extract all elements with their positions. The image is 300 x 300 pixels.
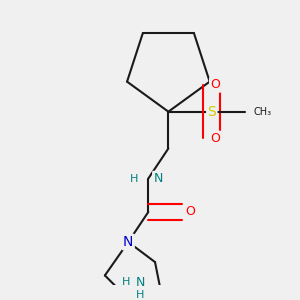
Text: H: H [136, 290, 144, 300]
Text: N: N [153, 172, 163, 185]
Text: O: O [210, 132, 220, 145]
Text: O: O [210, 78, 220, 92]
Text: N: N [123, 235, 134, 249]
Text: CH₃: CH₃ [254, 107, 272, 117]
Text: H: H [122, 277, 130, 287]
Text: O: O [185, 206, 195, 218]
Text: N: N [135, 276, 145, 289]
Text: H: H [130, 173, 138, 184]
Text: S: S [208, 105, 216, 119]
